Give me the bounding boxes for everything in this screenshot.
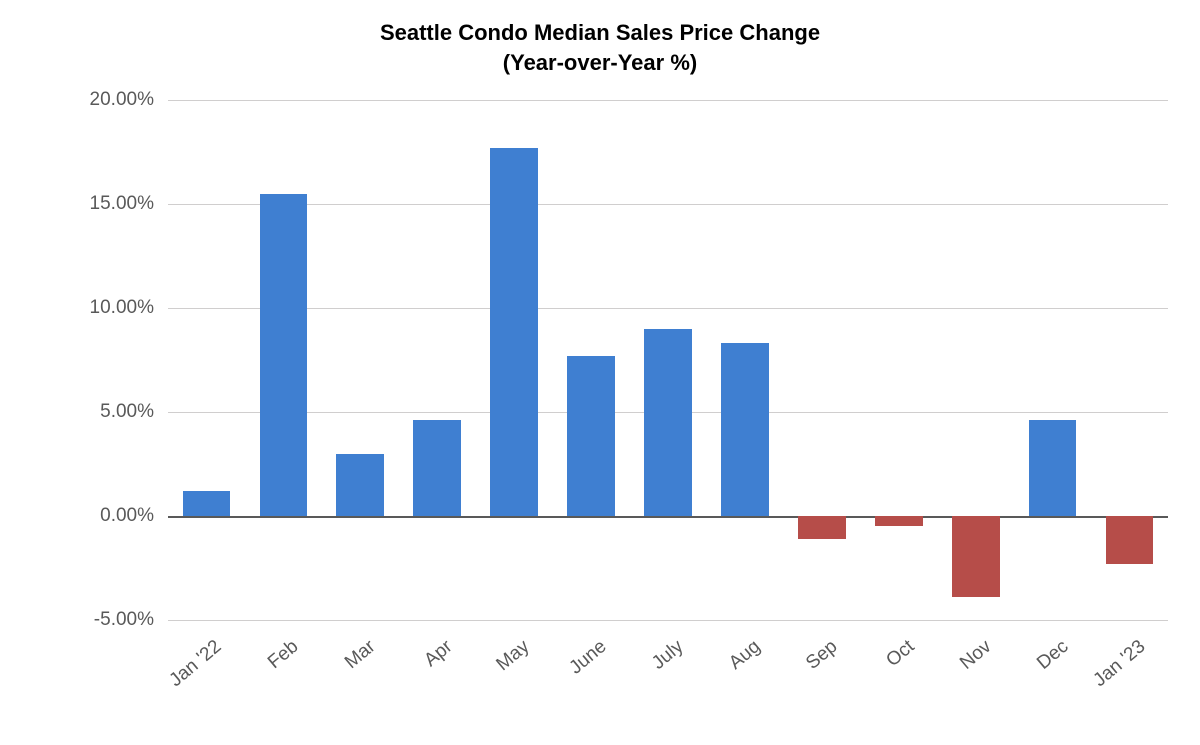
gridline xyxy=(168,204,1168,205)
bar xyxy=(721,343,769,516)
bar xyxy=(1106,516,1154,564)
x-tick-label: Oct xyxy=(882,636,919,672)
bar xyxy=(336,454,384,516)
chart-title-line2: (Year-over-Year %) xyxy=(0,50,1200,76)
y-tick-label: 10.00% xyxy=(4,297,154,319)
x-tick-label: Jan '23 xyxy=(1089,636,1150,692)
chart-container: Seattle Condo Median Sales Price Change … xyxy=(0,0,1200,745)
y-tick-label: 0.00% xyxy=(4,505,154,527)
y-tick-label: 5.00% xyxy=(4,401,154,423)
x-tick-label: June xyxy=(565,636,611,679)
bar xyxy=(260,194,308,516)
x-tick-label: Nov xyxy=(956,636,996,675)
x-tick-label: Aug xyxy=(725,636,765,675)
gridline xyxy=(168,620,1168,621)
gridline xyxy=(168,308,1168,309)
bar xyxy=(798,516,846,539)
x-tick-label: Mar xyxy=(341,636,380,674)
bar xyxy=(875,516,923,526)
zero-line xyxy=(168,516,1168,518)
y-tick-label: 20.00% xyxy=(4,89,154,111)
bar xyxy=(490,148,538,516)
bar xyxy=(1029,420,1077,516)
chart-title-line1: Seattle Condo Median Sales Price Change xyxy=(0,20,1200,46)
x-tick-label: Sep xyxy=(802,636,842,675)
bar xyxy=(413,420,461,516)
x-tick-label: Apr xyxy=(421,636,458,672)
x-tick-label: Jan '22 xyxy=(166,636,227,692)
x-tick-label: Dec xyxy=(1033,636,1073,675)
bar xyxy=(567,356,615,516)
gridline xyxy=(168,100,1168,101)
bar xyxy=(183,491,231,516)
x-tick-label: May xyxy=(493,636,535,676)
y-tick-label: 15.00% xyxy=(4,193,154,215)
y-tick-label: -5.00% xyxy=(4,609,154,631)
x-tick-label: Feb xyxy=(264,636,303,674)
bar xyxy=(644,329,692,516)
x-tick-label: July xyxy=(648,636,688,675)
plot-area: -5.00%0.00%5.00%10.00%15.00%20.00%Jan '2… xyxy=(168,100,1168,620)
bar xyxy=(952,516,1000,597)
